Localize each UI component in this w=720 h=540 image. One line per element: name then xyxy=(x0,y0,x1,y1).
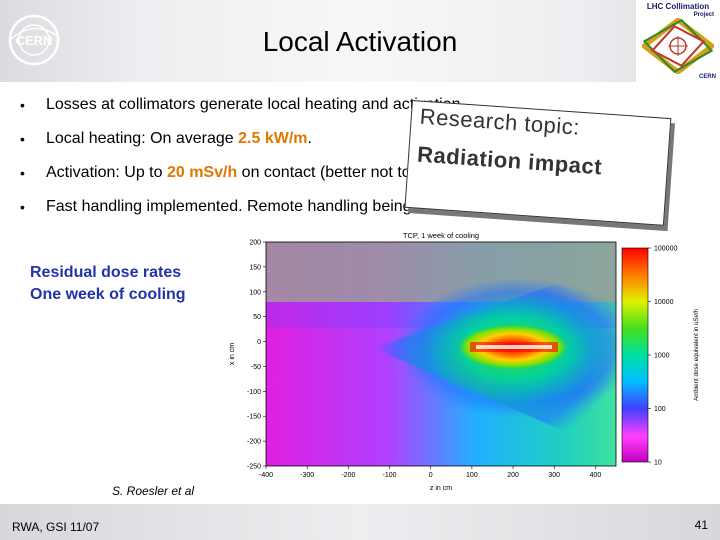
bullet-text-end: . xyxy=(307,130,312,147)
collimator-gap xyxy=(476,345,552,349)
x-tick-label: 0 xyxy=(429,472,433,479)
bullet-text: Local heating: On average xyxy=(46,130,239,147)
heatmap-field xyxy=(266,242,616,466)
research-topic-callout: Research topic: Radiation impact xyxy=(404,100,672,226)
bullet-item: • Activation: Up to 20 mSv/h on contact (… xyxy=(20,156,660,190)
bullet-dot-icon: • xyxy=(20,165,25,181)
bullet-item: • Losses at collimators generate local he… xyxy=(20,88,660,122)
dose-rate-label: Residual dose rates One week of cooling xyxy=(30,262,186,306)
lhc-logo-cern: CERN xyxy=(698,74,716,80)
bullet-highlight: 2.5 kW/m xyxy=(238,130,308,147)
bullet-dot-icon: • xyxy=(20,199,25,215)
callout-line-2: Radiation impact xyxy=(416,141,603,180)
chart-title: TCP, 1 week of cooling xyxy=(403,231,479,240)
dose-label-line-1: Residual dose rates xyxy=(30,264,182,281)
y-tick-label: -100 xyxy=(247,389,261,396)
cern-logo: CERN xyxy=(8,14,61,66)
y-tick-label: 100 xyxy=(249,289,261,296)
lhc-logo-subtitle: Project xyxy=(693,12,714,18)
cern-logo-text: CERN xyxy=(16,33,53,48)
y-tick-label: -150 xyxy=(247,414,261,421)
x-axis-label: z in cm xyxy=(430,485,452,492)
slide-header: CERN LHC Collimation Project CERN Local … xyxy=(0,0,720,82)
slide-title: Local Activation xyxy=(262,26,458,57)
lhc-logo-title: LHC Collimation xyxy=(646,2,710,11)
author-credit: S. Roesler et al xyxy=(112,484,195,498)
y-axis-label: x in cm xyxy=(229,343,236,365)
colorbar-tick-label: 10000 xyxy=(654,299,674,306)
y-axis: 200 150 100 50 0 -50 -100 -150 -200 -250 xyxy=(247,240,266,471)
colorbar-axis: 100000 10000 1000 100 10 xyxy=(648,246,677,467)
y-tick-label: 150 xyxy=(249,264,261,271)
y-tick-label: 200 xyxy=(249,240,261,247)
bullet-item: • Fast handling implemented. Remote handl… xyxy=(20,190,660,224)
plot-frame xyxy=(265,241,617,467)
bullet-text: Fast handling implemented. Remote handli… xyxy=(46,198,495,215)
x-tick-label: 200 xyxy=(507,472,519,479)
bullet-text-end: on contact (better not touch). xyxy=(237,164,447,181)
bullet-item: • Local heating: On average 2.5 kW/m. xyxy=(20,122,660,156)
x-tick-label: -200 xyxy=(341,472,355,479)
y-tick-label: 50 xyxy=(253,314,261,321)
page-number: 41 xyxy=(694,518,708,532)
colorbar-tick-label: 100000 xyxy=(654,246,677,253)
colorbar xyxy=(621,247,649,463)
x-tick-label: -100 xyxy=(383,472,397,479)
x-tick-label: 100 xyxy=(466,472,478,479)
dose-heatmap-chart: TCP, 1 week of cooling 200150100500-50-1… xyxy=(229,231,700,492)
bullet-dot-icon: • xyxy=(20,97,25,113)
x-tick-label: -400 xyxy=(259,472,273,479)
colorbar-tick-label: 1000 xyxy=(654,353,670,360)
dose-label-line-2: One week of cooling xyxy=(30,286,186,303)
callout-line-1: Research topic: xyxy=(419,103,581,140)
bullet-highlight: 20 mSv/h xyxy=(166,164,238,181)
y-tick-label: -250 xyxy=(247,464,261,471)
lhc-logo-emblem-icon xyxy=(642,18,714,74)
x-tick-label: -300 xyxy=(300,472,314,479)
footer-event: RWA, GSI 11/07 xyxy=(12,520,100,534)
x-axis: -400 -300 -200 -100 0 100 200 300 400 xyxy=(259,466,601,479)
y-tick-label: 0 xyxy=(257,339,261,346)
bullet-list: • Losses at collimators generate local he… xyxy=(20,88,660,224)
colorbar-tick-label: 100 xyxy=(654,406,666,413)
colorbar-tick-label: 10 xyxy=(654,460,662,467)
colorbar-label: Ambient dose equivalent in uSv/h xyxy=(693,309,700,401)
slide-footer: RWA, GSI 11/07 41 xyxy=(0,504,720,540)
x-tick-label: 300 xyxy=(548,472,560,479)
y-tick-label: -50 xyxy=(251,364,261,371)
bullet-dot-icon: • xyxy=(20,131,25,147)
bullet-text: Losses at collimators generate local hea… xyxy=(46,96,465,113)
bullet-text: Activation: Up to xyxy=(46,164,167,181)
lhc-collimation-logo: LHC Collimation Project CERN xyxy=(636,0,720,82)
y-tick-label: -200 xyxy=(247,439,261,446)
x-tick-label: 400 xyxy=(590,472,602,479)
